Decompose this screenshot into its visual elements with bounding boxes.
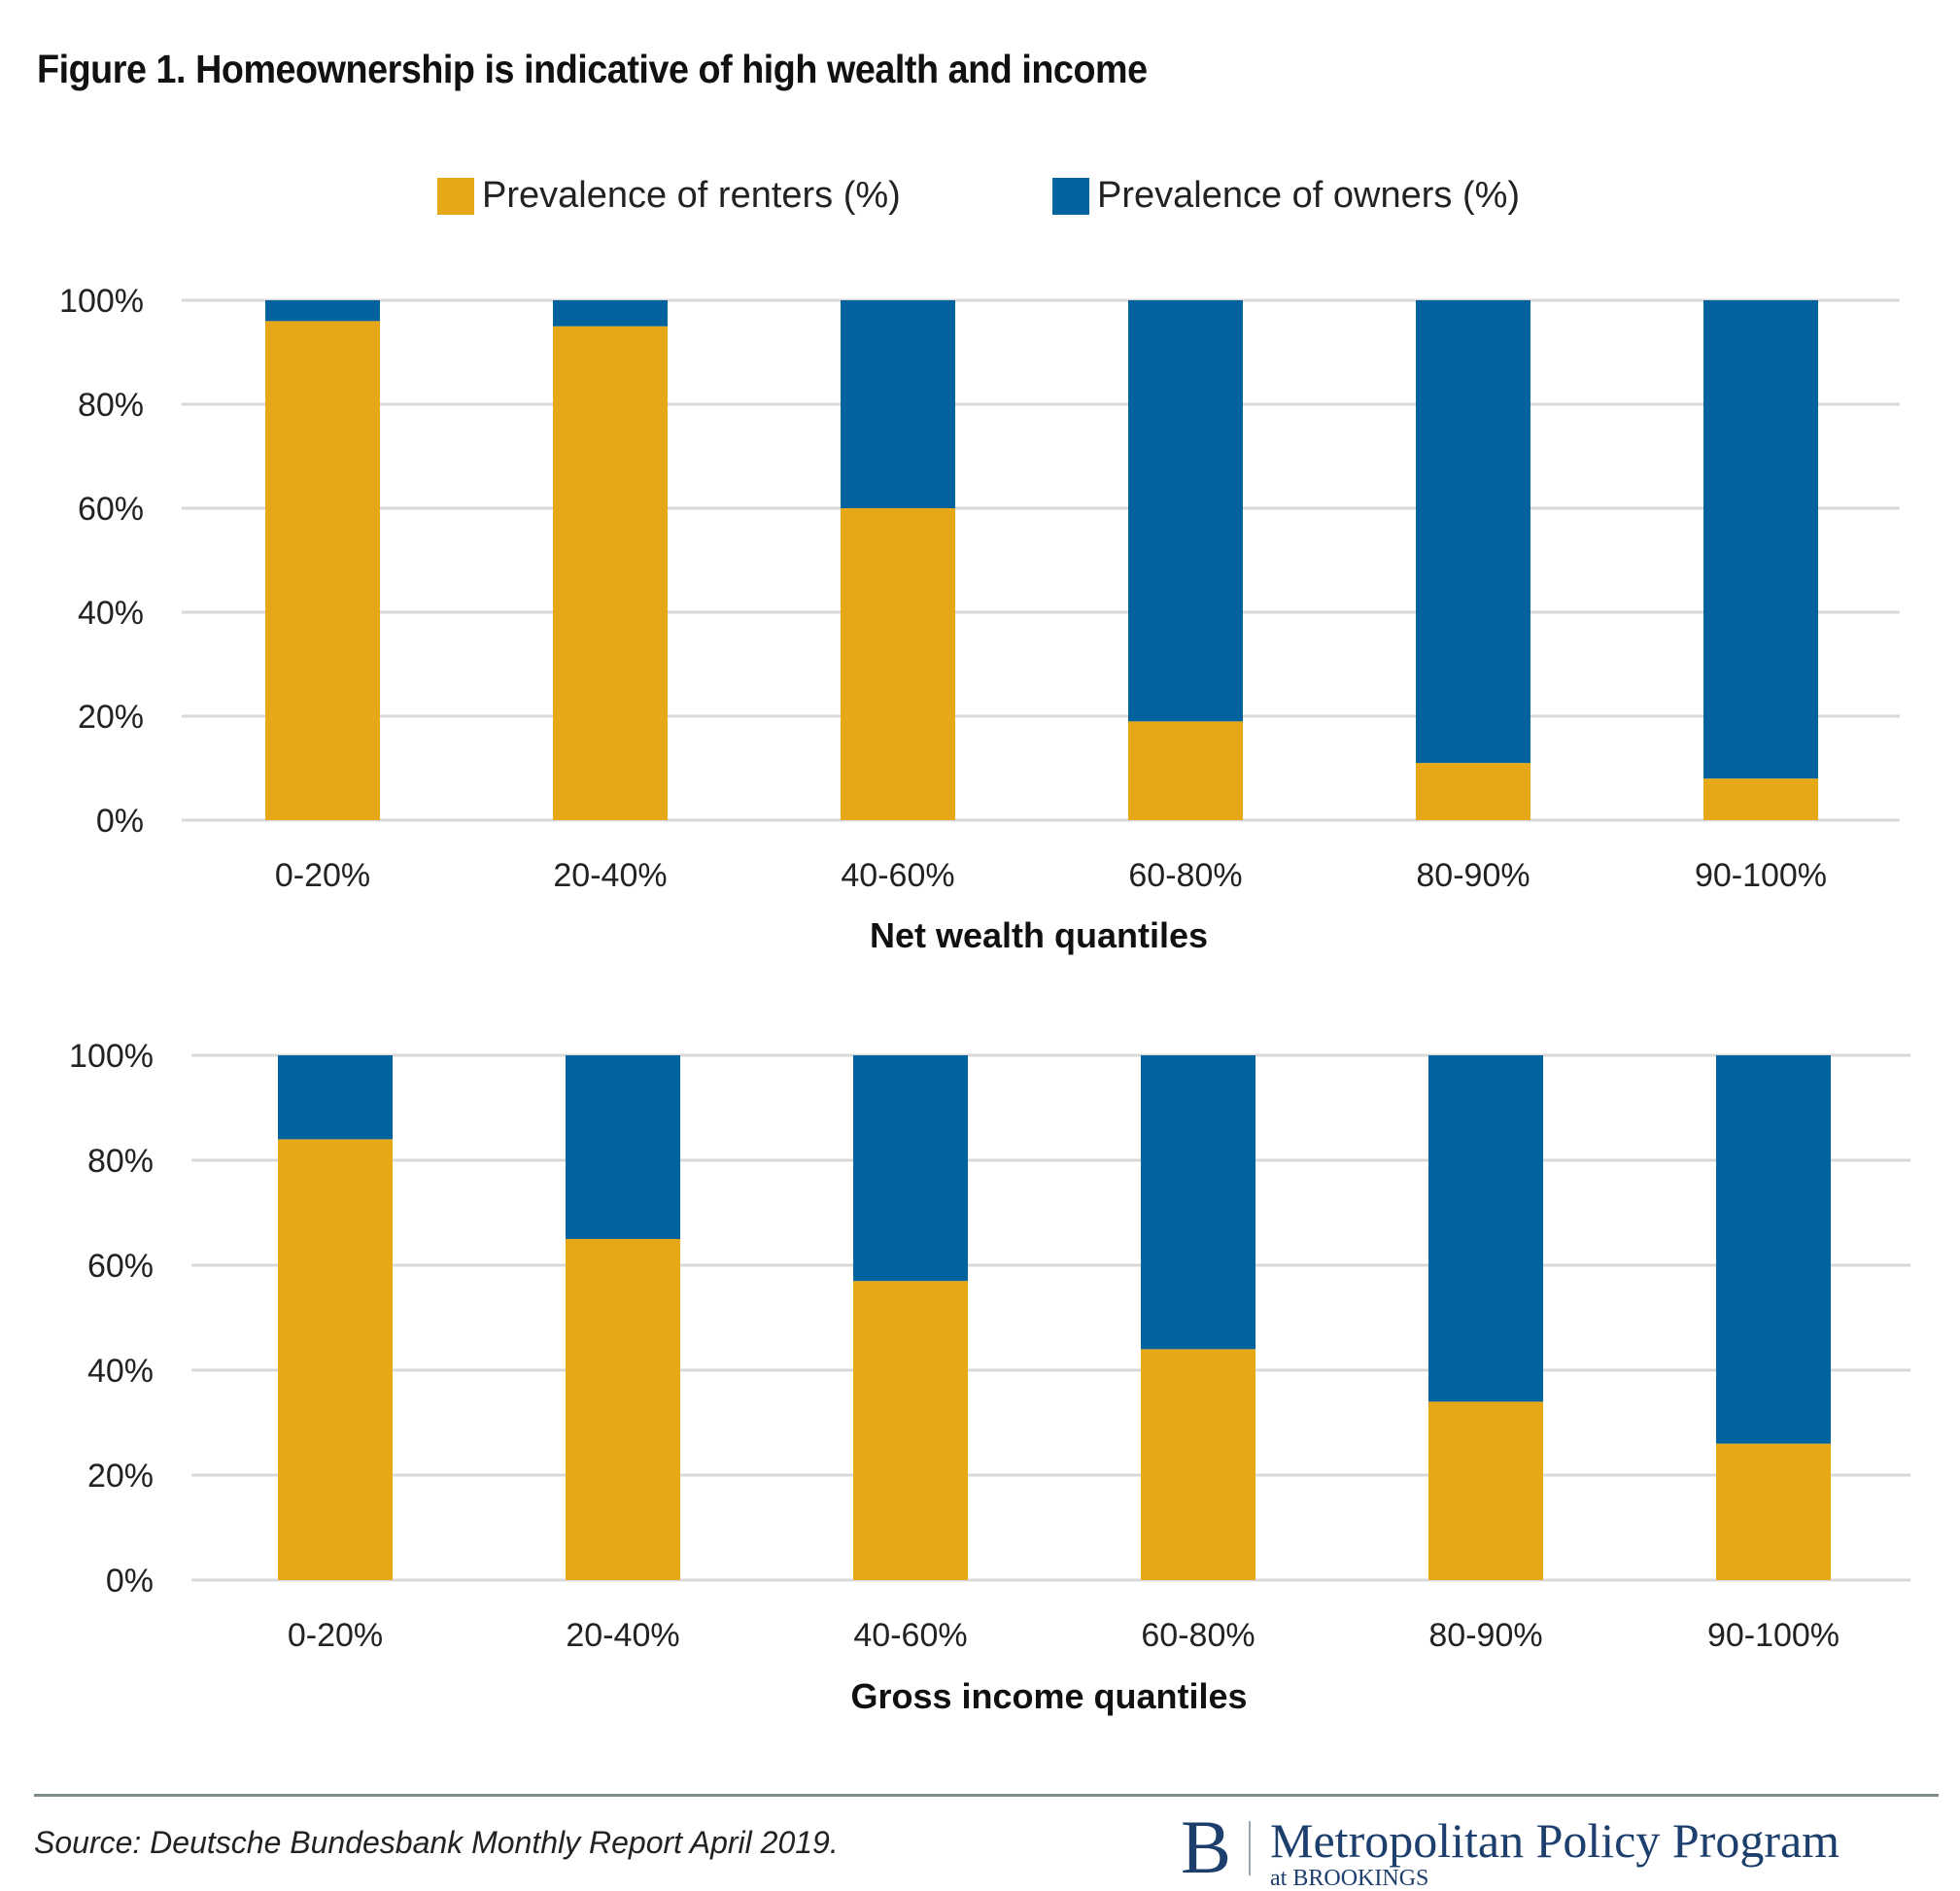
x-tick-label: 0-20% xyxy=(288,1617,383,1654)
bar-owners-2 xyxy=(853,1055,968,1282)
x-tick-label: 20-40% xyxy=(553,857,667,894)
x-tick-label: 60-80% xyxy=(1128,857,1242,894)
x-tick-label: 0-20% xyxy=(275,857,370,894)
y-tick-label: 60% xyxy=(78,491,144,528)
y-tick-label: 40% xyxy=(87,1353,154,1390)
legend-item-owners: Prevalence of owners (%) xyxy=(1052,175,1520,217)
x-tick-label: 90-100% xyxy=(1695,857,1827,894)
x-tick-label: 80-90% xyxy=(1416,857,1530,894)
gross-income-chart: 0% 20% 40% 60% 80% 100% 0-20% 20-40% 40-60% 60-80… xyxy=(69,1038,1910,1716)
bar-owners-1 xyxy=(566,1055,680,1239)
bar-renters-3 xyxy=(1141,1349,1255,1580)
source-note: Source: Deutsche Bundesbank Monthly Repo… xyxy=(34,1825,839,1860)
bar-renters-2 xyxy=(853,1281,968,1580)
legend-label-renters: Prevalence of renters (%) xyxy=(482,175,901,216)
bar-owners-0 xyxy=(278,1055,393,1140)
bar-owners-4 xyxy=(1428,1055,1543,1402)
x-tick-label: 80-90% xyxy=(1428,1617,1542,1654)
bar-renters-5 xyxy=(1703,778,1818,820)
bar-renters-2 xyxy=(841,508,955,820)
x-tick-label: 60-80% xyxy=(1141,1617,1255,1654)
y-tick-label: 100% xyxy=(69,1038,154,1075)
bar-owners-5 xyxy=(1716,1055,1831,1444)
bar-owners-4 xyxy=(1416,300,1530,764)
logo-letter: B xyxy=(1181,1805,1232,1889)
x-axis-title: Net wealth quantiles xyxy=(870,915,1208,955)
legend-swatch-owners xyxy=(1052,177,1089,215)
legend-label-owners: Prevalence of owners (%) xyxy=(1097,175,1521,216)
x-tick-label: 40-60% xyxy=(841,857,954,894)
y-tick-label: 100% xyxy=(59,283,144,320)
x-tick-label: 90-100% xyxy=(1707,1617,1840,1654)
y-tick-label: 0% xyxy=(96,803,144,840)
y-tick-label: 20% xyxy=(78,699,144,736)
logo-subtitle: at BROOKINGS xyxy=(1270,1866,1429,1891)
bar-owners-2 xyxy=(841,300,955,508)
bar-renters-1 xyxy=(566,1239,680,1580)
x-tick-label: 20-40% xyxy=(566,1617,679,1654)
bar-owners-0 xyxy=(265,300,380,322)
bar-owners-3 xyxy=(1128,300,1243,722)
y-tick-label: 60% xyxy=(87,1248,154,1285)
bar-renters-4 xyxy=(1416,763,1530,820)
bar-owners-1 xyxy=(553,300,668,327)
bar-renters-1 xyxy=(553,326,668,820)
legend-swatch-renters xyxy=(437,177,474,215)
legend-item-renters: Prevalence of renters (%) xyxy=(437,175,901,217)
logo-separator xyxy=(1249,1821,1252,1875)
bar-owners-3 xyxy=(1141,1055,1255,1350)
footer-divider xyxy=(34,1794,1939,1797)
y-tick-label: 80% xyxy=(87,1143,154,1180)
y-tick-label: 40% xyxy=(78,595,144,632)
bar-renters-4 xyxy=(1428,1401,1543,1580)
logo-program-name: Metropolitan Policy Program xyxy=(1270,1813,1840,1868)
net-wealth-chart: 0% 20% 40% 60% 80% 100% 0-20% 20-40% 40-60% 60-80… xyxy=(59,283,1900,955)
y-tick-label: 0% xyxy=(106,1563,154,1599)
bar-renters-0 xyxy=(265,321,380,820)
bar-renters-3 xyxy=(1128,721,1243,820)
y-tick-label: 20% xyxy=(87,1458,154,1495)
figure-title: Figure 1. Homeownership is indicative of… xyxy=(37,47,1148,91)
legend: Prevalence of renters (%) Prevalence of … xyxy=(0,175,1960,223)
bar-renters-0 xyxy=(278,1139,393,1580)
bar-renters-5 xyxy=(1716,1443,1831,1580)
x-axis-title: Gross income quantiles xyxy=(850,1676,1247,1716)
x-tick-label: 40-60% xyxy=(853,1617,967,1654)
bar-owners-5 xyxy=(1703,300,1818,779)
y-tick-label: 80% xyxy=(78,387,144,424)
brookings-logo: B Metropolitan Policy Program at BROOKIN… xyxy=(1181,1805,1840,1891)
